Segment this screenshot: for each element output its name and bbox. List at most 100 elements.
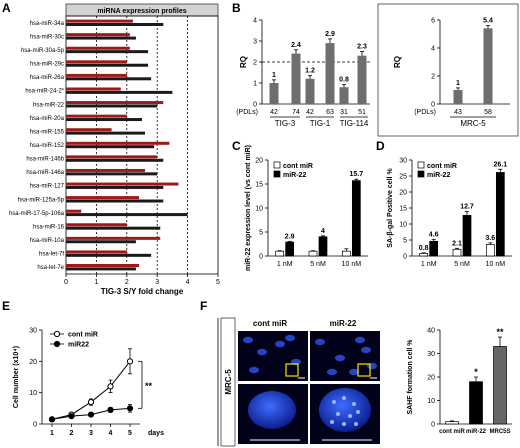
panel-f-sahf-focus (354, 422, 358, 426)
panel-b1-ytick-label: 2 (253, 60, 257, 67)
panel-e-point-cont (126, 358, 134, 365)
panel-a-bar-series1 (66, 60, 127, 64)
panel-a-category-label: hsa-miR-146a (26, 170, 64, 176)
panel-d-xtick-label: 5 nM (454, 261, 470, 268)
panel-e-point-mir22 (68, 413, 75, 420)
panel-b2-frame (377, 3, 519, 137)
panel-a-category-label: hsa-miR-155 (30, 129, 65, 135)
panel-d-legend-swatch (417, 161, 425, 169)
panel-b1-bar (269, 83, 279, 104)
panel-f-nucleus (349, 368, 359, 376)
panel-f-side-box (220, 317, 236, 447)
panel-c-bar-mir22 (351, 180, 361, 257)
panel-f-nucleus-zoom-cont (248, 391, 296, 429)
panel-c-xtick-label: 10 nM (342, 261, 362, 268)
panel-c-value-label: 2.9 (285, 233, 295, 240)
panel-a-category-label: hsa-miR-17-5p-106a (9, 211, 65, 217)
panel-b-mrc5-chart: 0 2 4 6 RQ 1 43 5.4 58 (PDLs) MRC-5 (377, 3, 519, 137)
panel-f-micrographs: MRC-5 cont miR miR-22 (217, 317, 380, 447)
panel-f-bar (445, 421, 459, 425)
panel-b1-bar (305, 78, 315, 104)
panel-a-category-label: hsa-miR-10a (30, 238, 65, 244)
panel-b2-axis-prefix: (PDLs) (414, 109, 436, 116)
panel-e-point-mir22 (107, 406, 114, 413)
panel-c-legend-label: cont miR (283, 163, 313, 170)
panel-c-ytick-label: 10 (255, 206, 263, 213)
panel-a-bar-series2 (66, 158, 164, 162)
panel-a-bar-series1 (66, 114, 127, 118)
panel-f-significance: * (474, 367, 478, 377)
panel-f-col1-label: cont miR (253, 319, 287, 328)
panel-f-nucleus (243, 336, 253, 344)
panel-d-ytick-label: 5 (403, 238, 407, 245)
panel-a-category-label: hsa-miR-20a (30, 116, 65, 122)
panel-f-col2-label: miR-22 (330, 319, 357, 328)
panel-f-nucleus (335, 354, 345, 362)
panel-b1-xtick-label: 42 (306, 109, 314, 116)
panel-b1-axis-prefix: (PDLs) (236, 109, 258, 116)
panel-e-xtick-label: 2 (70, 430, 74, 437)
panel-f-sahf-focus (330, 420, 334, 424)
panel-a-bar-series2 (66, 226, 161, 230)
panel-a-bar-series1 (66, 73, 127, 77)
panel-a-category-label: hsa-miR-24-2* (25, 89, 64, 95)
panel-a-bar-series1 (66, 128, 112, 132)
panel-f-nucleus (361, 346, 371, 354)
panel-c-bar-cont (341, 250, 351, 257)
panel-f-chart: 0 10 20 30 40 SAHF formation cell % cont miR * m… (407, 327, 512, 435)
panel-a-bar-series2 (66, 199, 164, 203)
panel-a-bar-series1 (66, 168, 146, 172)
panel-b1-group-label: TIG-114 (340, 119, 369, 128)
panel-a-xtick-label: 5 (216, 279, 220, 286)
panel-label-e: E (2, 299, 10, 313)
panel-b2-xtick-label: 43 (454, 109, 462, 116)
panel-e-ytick-label: 30 (29, 328, 37, 335)
panel-b2-ytick-label: 0 (431, 102, 435, 109)
panel-d-ytick-label: 0 (403, 254, 407, 261)
panel-c-legend-label: miR-22 (283, 172, 306, 179)
panel-e-point-cont (87, 398, 95, 406)
panel-a-bar-series2 (66, 185, 164, 189)
panel-a-category-label: hsa-miR-152 (30, 143, 65, 149)
panel-a-bar-series2 (66, 240, 136, 244)
panel-e-xlabel: days (148, 430, 164, 437)
panel-d-ytick-label: 25 (399, 174, 407, 181)
panel-e-legend-label: cont miR (68, 332, 98, 339)
panel-f-nucleus (285, 334, 295, 342)
panel-e-xtick-label: 1 (50, 430, 54, 437)
panel-a-bar-series2 (66, 50, 149, 54)
panel-f-ytick-label: 20 (427, 375, 435, 382)
panel-e-point-mir22 (87, 411, 95, 418)
panel-d-bar-cont (419, 253, 429, 257)
panel-a-frame (65, 15, 219, 275)
panel-d-value-label: 0.8 (419, 245, 429, 252)
panel-a-bar-series2 (66, 213, 188, 217)
panel-b2-ylabel: RQ (393, 56, 402, 68)
panel-b2-ytick-label: 4 (431, 46, 435, 53)
panel-a-bar-series2 (66, 172, 158, 176)
panel-c-bar-mir22 (318, 236, 328, 257)
panel-a-bar-series2 (66, 104, 158, 108)
panel-b2-ytick-label: 2 (431, 74, 435, 81)
panel-b2-value-label: 1 (456, 80, 460, 87)
panel-f-bar (493, 346, 507, 425)
panel-a-chart: miRNA expression profiles hsa-miR-34a hsa-… (9, 3, 220, 296)
panel-b1-value-label: 0.8 (339, 77, 349, 84)
panel-e-legend-label: miR22 (68, 342, 89, 349)
panel-b1-group-label: TIG-1 (310, 119, 331, 128)
panel-b1-value-label: 1 (272, 72, 276, 79)
panel-e-legend-marker (53, 330, 61, 338)
panel-d-value-label: 4.6 (429, 231, 439, 238)
panel-a-xlabel: TIG-3 S/Y fold change (101, 287, 184, 296)
panel-d-ylabel: SA-β-gal Positive cell % (387, 168, 394, 248)
panel-label-b: B (232, 1, 241, 15)
panel-f-ylabel: SAHF formation cell % (407, 339, 414, 415)
panel-f-ytick-label: 10 (427, 398, 435, 405)
panel-a-bar-series2 (66, 63, 149, 67)
panel-a-bar-series2 (66, 36, 136, 40)
panel-a-bar-series2 (66, 22, 164, 26)
panel-d-ytick-label: 20 (399, 190, 407, 197)
panel-label-c: C (232, 139, 241, 153)
panel-b1-ytick-label: 0 (253, 102, 257, 109)
panel-f-sahf-focus (352, 402, 356, 406)
